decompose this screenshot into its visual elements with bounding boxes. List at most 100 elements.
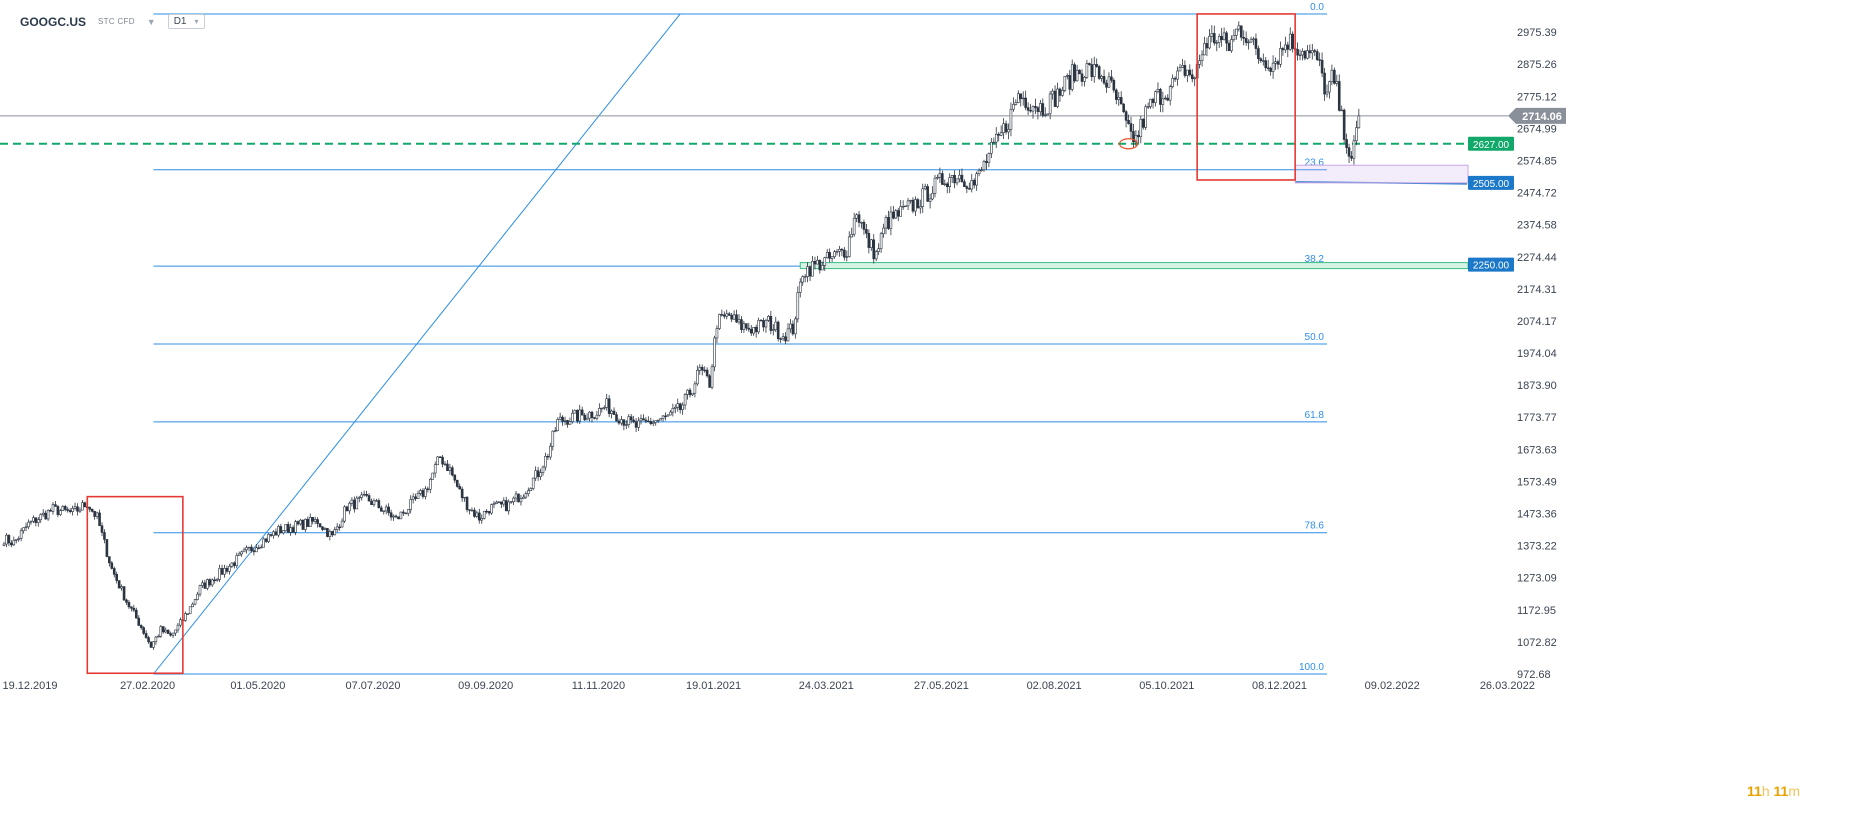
candle-body	[634, 421, 638, 428]
candle-body	[59, 510, 62, 515]
candle-body	[781, 336, 785, 340]
candle-body	[764, 320, 768, 328]
timeframe-selector[interactable]: D1 ▾	[167, 14, 205, 29]
candle-body	[571, 412, 574, 422]
candle-body	[51, 504, 55, 512]
candle-body	[22, 527, 25, 532]
candle-body	[414, 496, 417, 499]
candle-body	[1159, 88, 1162, 105]
candle-body	[188, 606, 192, 615]
candle-body	[345, 506, 349, 512]
candle-body	[916, 199, 920, 209]
candle-body	[671, 408, 675, 413]
candle-body	[27, 521, 30, 528]
candle-body	[259, 546, 263, 549]
candle-body	[661, 415, 665, 419]
candle-body	[1210, 33, 1214, 37]
candle-body	[906, 200, 910, 207]
candle-body	[779, 338, 782, 340]
candle-body	[1024, 97, 1027, 108]
candle-body	[1257, 48, 1260, 60]
candle-body	[7, 534, 11, 544]
candle-body	[1122, 103, 1125, 113]
candle-body	[1355, 127, 1358, 142]
candle-body	[406, 509, 410, 514]
candle-body	[1026, 107, 1030, 111]
candle-body	[852, 217, 856, 235]
candle-body	[1188, 69, 1192, 76]
candle-body	[171, 632, 175, 636]
candle-body	[71, 508, 74, 512]
candle-body	[245, 547, 248, 551]
candle-body	[448, 467, 452, 471]
candle-body	[627, 416, 631, 426]
candle-body	[997, 133, 1001, 136]
candle-body	[509, 501, 513, 503]
candle-body	[825, 252, 829, 258]
candle-body	[1144, 106, 1147, 128]
level-price-tag	[1468, 257, 1514, 272]
candle-body	[566, 420, 569, 425]
candle-body	[1286, 44, 1290, 50]
candle-body	[1296, 49, 1299, 56]
candle-body	[480, 518, 484, 521]
candle-body	[392, 515, 395, 518]
candle-body	[1198, 60, 1201, 65]
candle-body	[353, 499, 356, 510]
candle-body	[237, 553, 241, 556]
candle-body	[225, 567, 229, 572]
candle-body	[1058, 88, 1062, 96]
y-tick-label: 1773.77	[1517, 412, 1557, 424]
candle-body	[1217, 36, 1221, 43]
candle-body	[56, 506, 60, 515]
candle-body	[255, 547, 258, 553]
candle-body	[649, 421, 653, 425]
candle-body	[745, 323, 748, 329]
candle-body	[1061, 90, 1064, 96]
candle-body	[419, 490, 422, 494]
candle-body	[291, 527, 295, 533]
y-tick-label: 2474.72	[1517, 188, 1557, 200]
timer-minutes: 11	[1773, 783, 1789, 799]
candle-body	[990, 141, 993, 154]
candle-body	[387, 506, 390, 514]
candle-body	[801, 276, 805, 283]
candle-body	[451, 467, 454, 476]
candle-body	[894, 210, 898, 219]
candle-body	[752, 326, 756, 334]
candle-body	[289, 527, 292, 533]
symbol-label[interactable]: GOOGC.US	[20, 14, 87, 29]
fib-level-label: 100.0	[1299, 662, 1324, 673]
y-tick-label: 1974.04	[1517, 348, 1557, 360]
y-tick-label: 2574.85	[1517, 155, 1557, 167]
candle-body	[98, 512, 101, 527]
chart-header: GOOGC.US STC CFD ▼ D1 ▾	[20, 14, 205, 29]
candle-body	[904, 205, 907, 207]
candle-body	[29, 520, 33, 523]
candle-body	[862, 222, 866, 230]
candle-body	[409, 499, 413, 510]
candle-body	[808, 266, 812, 277]
candle-body	[402, 511, 405, 514]
candle-body	[164, 629, 167, 633]
candle-body	[340, 520, 344, 528]
candle-body	[191, 603, 194, 608]
candle-body	[911, 199, 915, 212]
candle-body	[735, 314, 738, 323]
candle-body	[867, 233, 871, 248]
candle-body	[252, 550, 256, 553]
candle-body	[669, 411, 672, 416]
candle-body	[757, 319, 760, 333]
candle-body	[416, 493, 420, 499]
candle-body	[460, 488, 464, 499]
candle-body	[715, 328, 719, 339]
candle-body	[433, 464, 437, 474]
candle-body	[1085, 63, 1089, 78]
candle-body	[458, 486, 462, 490]
chevron-down-icon[interactable]: ▼	[146, 16, 156, 27]
candle-body	[615, 414, 618, 422]
candle-body	[78, 509, 82, 512]
candle-body	[914, 199, 917, 212]
candle-body	[1252, 38, 1255, 41]
